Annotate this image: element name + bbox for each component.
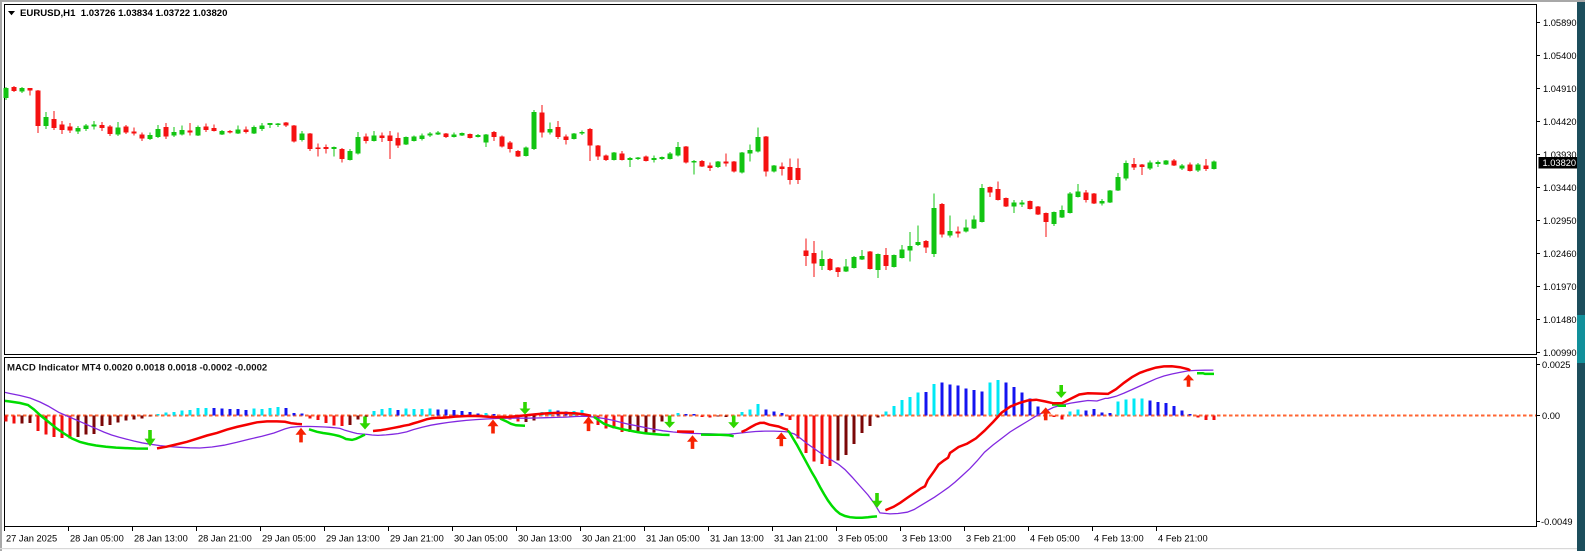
svg-text:1.02950: 1.02950 (1543, 216, 1577, 226)
svg-text:MACD Indicator MT4 0.0020 0.00: MACD Indicator MT4 0.0020 0.0018 0.0018 … (7, 363, 267, 374)
svg-text:29 Jan 13:00: 29 Jan 13:00 (326, 534, 380, 544)
svg-text:4 Feb 21:00: 4 Feb 21:00 (1158, 534, 1208, 544)
svg-text:1.05890: 1.05890 (1543, 18, 1577, 28)
svg-text:0.0025: 0.0025 (1542, 360, 1570, 370)
svg-text:30 Jan 13:00: 30 Jan 13:00 (518, 534, 572, 544)
svg-text:28 Jan 05:00: 28 Jan 05:00 (70, 534, 124, 544)
svg-text:28 Jan 13:00: 28 Jan 13:00 (134, 534, 188, 544)
svg-text:31 Jan 05:00: 31 Jan 05:00 (646, 534, 700, 544)
svg-text:-0.0049: -0.0049 (1541, 517, 1573, 527)
svg-text:1.05400: 1.05400 (1543, 51, 1577, 61)
svg-text:30 Jan 21:00: 30 Jan 21:00 (582, 534, 636, 544)
svg-text:29 Jan 21:00: 29 Jan 21:00 (390, 534, 444, 544)
svg-text:1.00990: 1.00990 (1543, 348, 1577, 358)
svg-text:EURUSD,H1 1.03726 1.03834 1.0: EURUSD,H1 1.03726 1.03834 1.03722 1.0382… (20, 8, 227, 19)
svg-text:1.02460: 1.02460 (1543, 249, 1577, 259)
svg-text:29 Jan 05:00: 29 Jan 05:00 (262, 534, 316, 544)
svg-text:3 Feb 13:00: 3 Feb 13:00 (902, 534, 952, 544)
svg-text:28 Jan 21:00: 28 Jan 21:00 (198, 534, 252, 544)
svg-text:30 Jan 05:00: 30 Jan 05:00 (454, 534, 508, 544)
svg-text:1.03930: 1.03930 (1543, 150, 1577, 160)
svg-text:27 Jan 2025: 27 Jan 2025 (6, 534, 57, 544)
svg-text:4 Feb 05:00: 4 Feb 05:00 (1030, 534, 1080, 544)
svg-text:1.04420: 1.04420 (1543, 117, 1577, 127)
svg-text:3 Feb 05:00: 3 Feb 05:00 (838, 534, 888, 544)
svg-text:3 Feb 21:00: 3 Feb 21:00 (966, 534, 1016, 544)
svg-text:1.03820: 1.03820 (1543, 158, 1577, 168)
svg-text:1.04910: 1.04910 (1543, 84, 1577, 94)
svg-text:4 Feb 13:00: 4 Feb 13:00 (1094, 534, 1144, 544)
svg-text:0.00: 0.00 (1542, 411, 1560, 421)
svg-text:31 Jan 21:00: 31 Jan 21:00 (774, 534, 828, 544)
svg-text:31 Jan 13:00: 31 Jan 13:00 (710, 534, 764, 544)
svg-text:1.03440: 1.03440 (1543, 183, 1577, 193)
svg-text:1.01970: 1.01970 (1543, 282, 1577, 292)
svg-text:1.01480: 1.01480 (1543, 315, 1577, 325)
